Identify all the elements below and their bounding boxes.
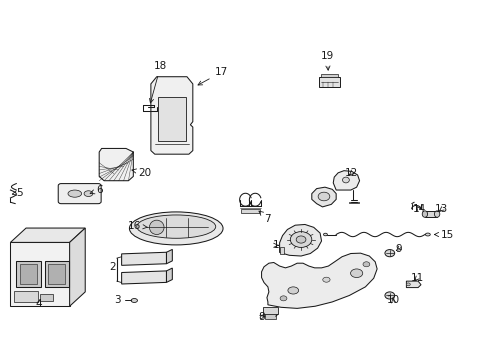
Bar — [264, 315, 275, 319]
Ellipse shape — [68, 190, 81, 197]
Ellipse shape — [322, 277, 329, 282]
Text: 15: 15 — [433, 230, 453, 239]
Ellipse shape — [421, 211, 427, 217]
Polygon shape — [261, 253, 376, 309]
Text: 1: 1 — [272, 240, 279, 250]
Text: 13: 13 — [434, 204, 447, 215]
Text: 20: 20 — [132, 168, 151, 178]
Polygon shape — [151, 77, 192, 154]
Text: 9: 9 — [394, 244, 401, 254]
Bar — [44, 261, 69, 287]
Polygon shape — [279, 225, 321, 256]
Ellipse shape — [323, 233, 327, 236]
Text: 2: 2 — [109, 262, 116, 272]
Bar — [348, 202, 358, 203]
Ellipse shape — [342, 177, 348, 183]
Text: 19: 19 — [320, 51, 333, 70]
Polygon shape — [406, 281, 420, 288]
Text: 18: 18 — [149, 61, 167, 103]
Ellipse shape — [287, 287, 298, 294]
Text: 6: 6 — [90, 185, 102, 195]
Bar — [158, 97, 185, 140]
Text: 4: 4 — [35, 299, 42, 309]
Circle shape — [318, 192, 329, 201]
Polygon shape — [166, 249, 172, 264]
Bar — [320, 74, 337, 77]
Bar — [279, 247, 284, 253]
Ellipse shape — [433, 211, 439, 217]
Circle shape — [362, 262, 369, 267]
Bar — [16, 261, 41, 287]
Circle shape — [384, 292, 394, 299]
Polygon shape — [332, 171, 359, 190]
Text: 16: 16 — [128, 221, 147, 231]
Ellipse shape — [149, 220, 163, 234]
Polygon shape — [122, 252, 166, 265]
Polygon shape — [10, 228, 85, 242]
Circle shape — [296, 236, 305, 243]
Circle shape — [280, 296, 286, 301]
Bar — [318, 77, 339, 87]
Polygon shape — [122, 271, 166, 284]
Text: 8: 8 — [258, 312, 265, 322]
Bar — [14, 291, 38, 302]
Ellipse shape — [350, 269, 362, 278]
Ellipse shape — [129, 212, 223, 245]
Polygon shape — [69, 228, 85, 306]
Bar — [424, 211, 436, 217]
Text: 3: 3 — [114, 296, 121, 306]
Ellipse shape — [84, 191, 93, 197]
Bar — [48, 264, 65, 284]
Text: 7: 7 — [259, 211, 271, 224]
Text: 17: 17 — [198, 67, 227, 85]
Bar — [10, 242, 69, 306]
Ellipse shape — [137, 215, 215, 238]
FancyBboxPatch shape — [58, 184, 101, 204]
Ellipse shape — [425, 233, 429, 236]
Polygon shape — [166, 268, 172, 282]
Bar — [240, 209, 260, 213]
Polygon shape — [311, 187, 335, 207]
Polygon shape — [99, 148, 133, 181]
Text: 14: 14 — [411, 204, 425, 215]
Text: 11: 11 — [410, 273, 424, 283]
Circle shape — [290, 231, 311, 247]
Circle shape — [384, 249, 394, 257]
Bar — [263, 307, 277, 315]
Text: 12: 12 — [345, 168, 358, 178]
Text: 10: 10 — [386, 296, 399, 306]
Bar — [40, 294, 53, 301]
Text: 5: 5 — [12, 188, 22, 198]
Ellipse shape — [131, 298, 137, 302]
Bar — [20, 264, 37, 284]
Circle shape — [406, 283, 409, 286]
